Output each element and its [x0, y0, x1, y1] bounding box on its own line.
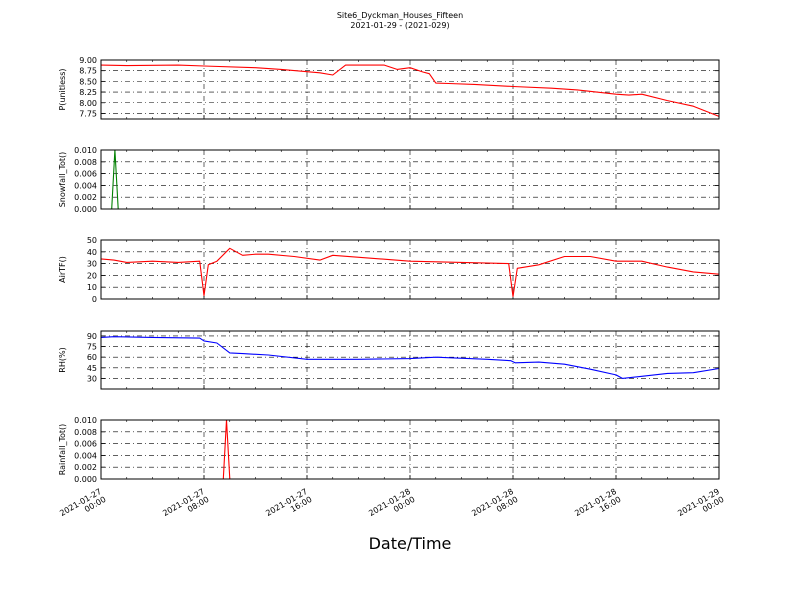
rainfall-panel: 0.000 0.002 0.004 0.006 0.008 0.010 Rainfall_T…: [58, 416, 720, 484]
pressure-axes-frame: [100, 59, 720, 120]
air-temp-y-tick-label: 0: [92, 295, 97, 304]
rh-y-tick-label: 60: [87, 353, 97, 362]
chart-title: Site6_Dyckman_Houses_Fifteen: [336, 11, 464, 20]
air-temp-y-tick-label: 40: [87, 248, 97, 257]
rainfall-axes-frame: [100, 419, 720, 480]
rh-y-tick-label: 45: [87, 364, 97, 373]
pressure-y-tick-label: 8.00: [79, 99, 97, 108]
x-tick-label: 2021-01-2700:00: [58, 487, 107, 526]
rainfall-y-tick-label: 0.010: [74, 416, 97, 425]
snowfall-y-tick-label: 0.008: [74, 158, 97, 167]
rainfall-y-tick-label: 0.000: [74, 475, 97, 484]
rainfall-y-tick-label: 0.008: [74, 428, 97, 437]
rainfall-y-axis-label: Rainfall_Tot(): [58, 424, 67, 476]
rh-y-axis-label: RH(%): [58, 347, 67, 372]
snowfall-y-tick-label: 0.010: [74, 146, 97, 155]
rainfall-y-tick-label: 0.002: [74, 463, 97, 472]
snowfall-y-tick-label: 0.000: [74, 205, 97, 214]
x-axis-label: Date/Time: [368, 534, 452, 553]
rh-y-tick-label: 75: [87, 343, 97, 352]
x-tick-label: 2021-01-2808:00: [470, 487, 519, 526]
pressure-y-tick-label: 8.50: [79, 77, 97, 86]
pressure-panel: 7.758.00 8.25 8.508.75 9.00 P(unitless): [58, 56, 720, 120]
pressure-y-axis-label: P(unitless): [58, 68, 67, 110]
pressure-y-tick-label: 9.00: [79, 56, 97, 65]
snowfall-axes-frame: [100, 149, 720, 210]
air-temp-panel: 0 10 20 30 40 50 AirTF(): [58, 236, 720, 304]
snowfall-y-tick-label: 0.004: [74, 181, 97, 190]
air-temp-y-tick-label: 50: [87, 236, 97, 245]
air-temp-y-tick-label: 30: [87, 260, 97, 269]
rainfall-y-tick-label: 0.006: [74, 440, 97, 449]
air-temp-series-line: [100, 247, 720, 298]
air-temp-axes-frame: [100, 239, 720, 300]
air-temp-y-axis-label: AirTF(): [58, 256, 67, 283]
rh-y-tick-label: 30: [87, 374, 97, 383]
air-temp-y-tick-label: 10: [87, 283, 97, 292]
rh-y-tick-label: 90: [87, 332, 97, 341]
snowfall-y-tick-label: 0.002: [74, 193, 97, 202]
rh-series-line: [100, 336, 720, 379]
x-tick-label: 2021-01-2816:00: [573, 487, 622, 526]
x-tick-labels: 2021-01-2700:00 2021-01-2708:00 2021-01-27…: [58, 487, 725, 526]
pressure-y-tick-label: 7.75: [79, 109, 97, 118]
air-temp-y-tick-label: 20: [87, 271, 97, 280]
rh-axes-frame: [100, 330, 720, 390]
chart-subtitle: 2021-01-29 - (2021-029): [350, 21, 450, 30]
snowfall-y-tick-label: 0.006: [74, 170, 97, 179]
snowfall-y-axis-label: Snowfall_Tot(): [58, 152, 67, 208]
snowfall-panel: 0.000 0.002 0.004 0.006 0.008 0.010 Snowfall_T…: [58, 146, 720, 214]
x-tick-label: 2021-01-2800:00: [367, 487, 416, 526]
pressure-y-tick-label: 8.75: [79, 67, 97, 76]
rainfall-y-tick-label: 0.004: [74, 451, 97, 460]
pressure-series-line: [100, 64, 720, 117]
x-tick-label: 2021-01-2716:00: [264, 487, 313, 526]
x-tick-label: 2021-01-2900:00: [676, 487, 725, 526]
x-tick-label: 2021-01-2708:00: [161, 487, 210, 526]
pressure-y-tick-label: 8.25: [79, 88, 97, 97]
